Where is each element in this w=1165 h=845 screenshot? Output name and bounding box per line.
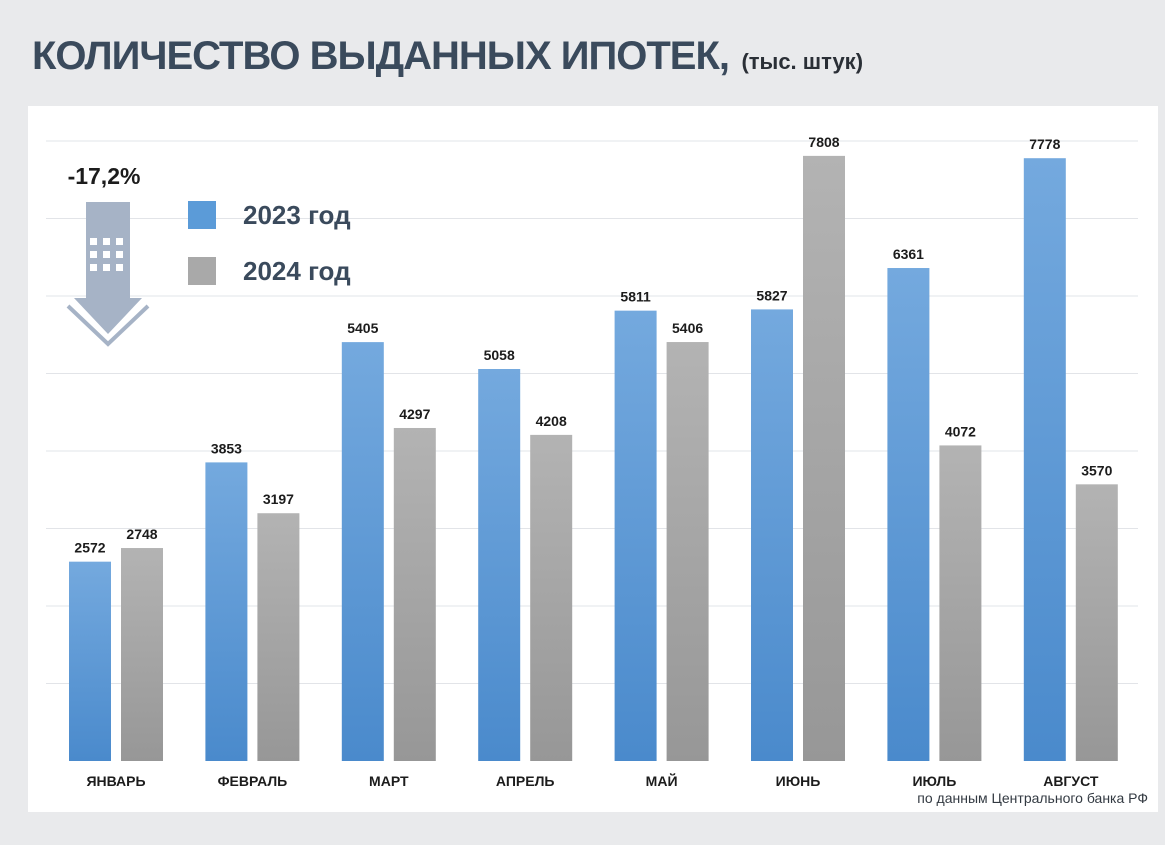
bar-2024-4 [530, 434, 573, 761]
chart-title: КОЛИЧЕСТВО ВЫДАННЫХ ИПОТЕК, [32, 34, 730, 78]
value-label-2024-1: 2748 [126, 526, 157, 542]
change-indicator: -17,2% [66, 163, 150, 347]
bars [69, 155, 1118, 761]
bar-2024-6 [803, 155, 845, 761]
bar-2024-3 [393, 427, 436, 761]
chart-units: (тыс. штук) [741, 49, 864, 74]
chart-panel: 2572 2748 3853 3197 5405 4297 5058 4208 5811 5406… [28, 106, 1158, 812]
bar-2023-6 [751, 309, 793, 761]
bar-2023-2 [205, 462, 248, 761]
down-arrow-building-icon [66, 202, 150, 347]
category-label-4: АПРЕЛЬ [496, 773, 555, 789]
category-label-5: МАЙ [646, 772, 678, 789]
legend-item-2023: 2023 год [188, 200, 351, 230]
value-label-2024-6: 7808 [808, 134, 839, 150]
value-label-2024-4: 4208 [536, 413, 567, 429]
bar-2024-2 [257, 513, 300, 761]
value-labels: 2572 2748 3853 3197 5405 4297 5058 4208 5811 5406… [74, 134, 1112, 556]
value-label-2024-5: 5406 [672, 320, 703, 336]
value-label-2023-7: 6361 [893, 246, 924, 262]
value-label-2024-7: 4072 [945, 423, 976, 439]
bar-2023-3 [341, 342, 384, 761]
bar-2024-5 [666, 342, 709, 761]
legend-swatch-2023 [188, 201, 216, 229]
value-label-2024-8: 3570 [1081, 462, 1112, 478]
source-note: по данным Центрального банка РФ [917, 790, 1148, 806]
value-label-2023-2: 3853 [211, 440, 242, 456]
category-label-7: ИЮЛЬ [912, 773, 956, 789]
bar-2024-7 [939, 445, 982, 761]
category-labels: ЯНВАРЬ ФЕВРАЛЬ МАРТ АПРЕЛЬ МАЙ ИЮНЬ ИЮЛЬ АВГУСТ [86, 772, 1098, 789]
value-label-2023-6: 5827 [756, 287, 787, 303]
legend-item-2024: 2024 год [188, 256, 351, 286]
bar-chart: 2572 2748 3853 3197 5405 4297 5058 4208 5811 5406… [46, 134, 1138, 789]
value-label-2024-3: 4297 [399, 406, 430, 422]
category-label-1: ЯНВАРЬ [86, 773, 145, 789]
category-label-3: МАРТ [369, 773, 409, 789]
category-label-6: ИЮНЬ [776, 773, 821, 789]
legend-label-2024: 2024 год [243, 256, 351, 286]
change-percent-label: -17,2% [68, 163, 141, 189]
legend-swatch-2024 [188, 257, 216, 285]
legend-label-2023: 2023 год [243, 200, 351, 230]
bar-2023-4 [478, 369, 521, 761]
value-label-2023-3: 5405 [347, 320, 378, 336]
bar-2023-1 [69, 561, 111, 761]
value-label-2023-1: 2572 [74, 540, 105, 556]
bar-2024-1 [121, 548, 163, 761]
bar-2023-8 [1023, 158, 1066, 761]
value-label-2023-5: 5811 [620, 289, 651, 305]
page-title: КОЛИЧЕСТВО ВЫДАННЫХ ИПОТЕК, (тыс. штук) [32, 34, 863, 79]
value-label-2023-4: 5058 [484, 347, 515, 363]
bar-2023-5 [614, 310, 657, 761]
category-label-8: АВГУСТ [1043, 773, 1099, 789]
value-label-2023-8: 7778 [1029, 136, 1060, 152]
category-label-2: ФЕВРАЛЬ [218, 773, 288, 789]
value-label-2024-2: 3197 [263, 491, 294, 507]
bar-2024-8 [1075, 484, 1118, 761]
legend: 2023 год 2024 год [188, 200, 351, 286]
bar-2023-7 [887, 268, 930, 761]
